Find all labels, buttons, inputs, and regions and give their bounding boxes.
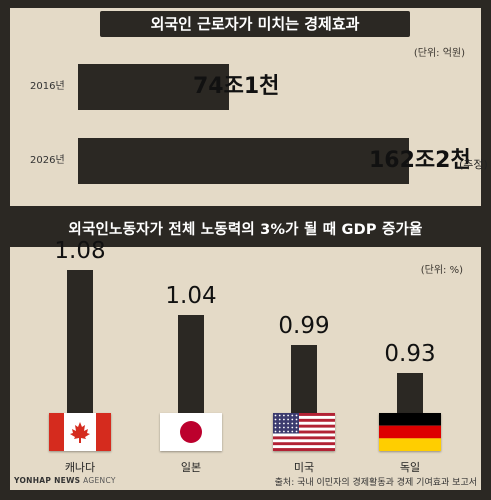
hbar — [78, 138, 409, 184]
vbar — [67, 270, 93, 413]
country-label: 미국 — [293, 461, 315, 474]
economic-effect-panel: 외국인 근로자가 미치는 경제효과 (단위: 억원) 2016년 74조1천 202… — [10, 8, 488, 206]
chart1-unit: (단위: 억원) — [413, 48, 465, 59]
chart1-title: 외국인 근로자가 미치는 경제효과 — [100, 11, 410, 37]
gdp-growth-panel: (단위: %) 1.08 캐나다 1.04 일본 0.99 미국 0.93 독일 — [10, 240, 481, 490]
vbar — [291, 345, 317, 413]
value-label: 0.93 — [384, 341, 436, 367]
value-label: 162조2천 — [369, 148, 471, 173]
value-label: 1.04 — [165, 283, 217, 309]
country-label: 캐나다 — [64, 461, 96, 474]
country-label: 독일 — [399, 461, 421, 474]
estimate-note: (추정) — [459, 158, 488, 171]
hbar — [78, 64, 229, 110]
value-label: 74조1천 — [193, 74, 280, 99]
usa-flag-icon — [273, 413, 335, 451]
year-label: 2016년 — [30, 81, 65, 92]
yonhap-logo: YONHAP NEWS AGENCY — [14, 476, 116, 485]
logo-prefix: YONHAP NEWS — [14, 476, 81, 485]
value-label: 1.08 — [54, 238, 106, 264]
year-label: 2026년 — [30, 155, 65, 166]
hbar-row: 2026년 162조2천 (추정) — [10, 138, 488, 184]
country-label: 일본 — [180, 461, 202, 474]
germany-flag-icon — [379, 413, 441, 451]
chart2-unit: (단위: %) — [420, 265, 463, 276]
logo-suffix: AGENCY — [83, 476, 116, 485]
source-note: 출처: 국내 이민자의 경제활동과 경제 기여효과 보고서 — [274, 478, 477, 488]
japan-flag-icon — [160, 413, 222, 451]
hbar-row: 2016년 74조1천 — [10, 64, 481, 110]
chart2-title: 외국인노동자가 전체 노동력의 3%가 될 때 GDP 증가율 — [68, 222, 423, 238]
vbar — [178, 315, 204, 413]
value-label: 0.99 — [278, 313, 330, 339]
vbar — [397, 373, 423, 413]
canada-flag-icon — [49, 413, 111, 451]
